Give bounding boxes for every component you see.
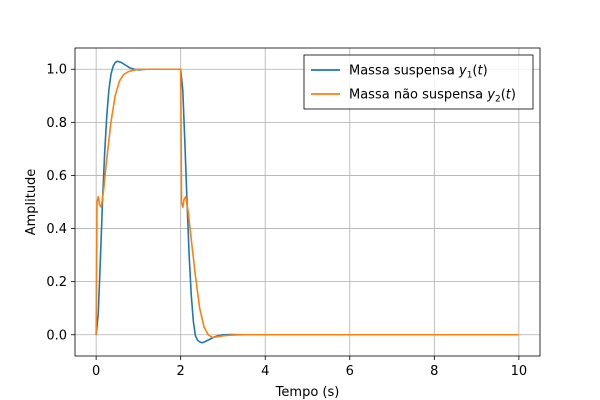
legend-entry-massa-suspensa: Massa suspensa y1(t) [311,64,488,81]
y-tick-label: 0.4 [46,222,67,237]
legend-subscript: 1 [467,71,473,81]
legend: Massa suspensa y1(t) Massa não suspensa … [303,54,534,110]
x-axis-label: Tempo (s) [275,385,340,400]
y-tick-label: 0.6 [46,169,67,184]
legend-entry-massa-nao-suspensa: Massa não suspensa y2(t) [311,88,516,105]
y-axis: 0.0 0.2 0.4 0.6 0.8 1.0 [46,63,75,343]
legend-series-name: Massa não suspensa [349,88,483,103]
series-layer [95,60,519,344]
legend-label-massa-nao-suspensa: Massa não suspensa y2(t) [349,88,516,105]
y-tick-label: 1.0 [46,63,67,78]
series-line-massa-suspensa [95,60,519,344]
x-tick-label: 10 [511,364,528,379]
series-line-massa-nao-suspensa [95,68,519,339]
x-tick-label: 2 [177,364,185,379]
x-tick-label: 4 [261,364,269,379]
x-tick-label: 0 [92,364,100,379]
y-tick-label: 0.2 [46,275,67,290]
legend-series-name: Massa suspensa [349,64,455,79]
x-tick-label: 8 [430,364,438,379]
x-axis: 0 2 4 6 8 10 [92,356,527,379]
x-tick-label: 6 [346,364,354,379]
legend-box [303,54,534,110]
legend-subscript: 2 [495,95,501,105]
axes-frame [74,47,541,357]
y-tick-label: 0.0 [46,328,67,343]
y-axis-label: Amplitude [24,169,39,236]
legend-label-massa-suspensa: Massa suspensa y1(t) [349,64,488,81]
y-tick-label: 0.8 [46,116,67,131]
